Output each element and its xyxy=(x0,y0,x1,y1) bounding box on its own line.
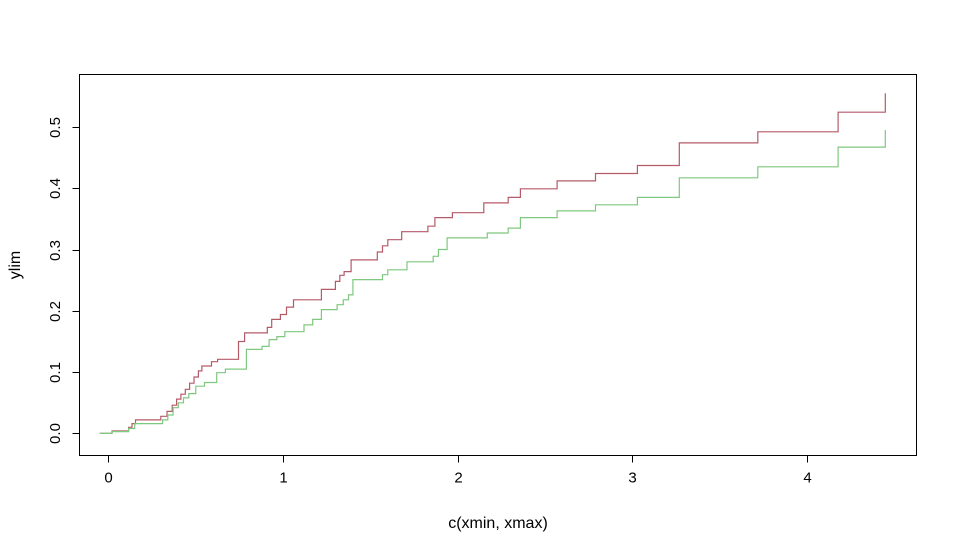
plot-border xyxy=(79,74,917,456)
y-tick-label: 0.0 xyxy=(47,423,64,444)
x-tick-label: 1 xyxy=(279,470,287,487)
x-axis: 0 1 2 3 4 xyxy=(104,455,812,487)
y-tick-label: 0.5 xyxy=(47,117,64,138)
y-tick-label: 0.2 xyxy=(47,301,64,322)
y-tick-label: 0.1 xyxy=(47,362,64,383)
x-tick-label: 4 xyxy=(803,470,811,487)
y-tick-label: 0.3 xyxy=(47,240,64,261)
x-tick-label: 2 xyxy=(454,470,462,487)
x-tick-label: 0 xyxy=(104,470,112,487)
green-step-curve xyxy=(99,130,886,434)
dark-red-step-curve xyxy=(99,93,886,434)
plot-box xyxy=(79,74,917,456)
y-tick-label: 0.4 xyxy=(47,178,64,199)
x-axis-label: c(xmin, xmax) xyxy=(448,515,548,532)
y-axis: 0.0 0.1 0.2 0.3 0.4 0.5 xyxy=(47,117,80,444)
y-axis-label: ylim xyxy=(7,251,24,279)
series-layer xyxy=(99,93,886,434)
x-tick-label: 3 xyxy=(628,470,636,487)
